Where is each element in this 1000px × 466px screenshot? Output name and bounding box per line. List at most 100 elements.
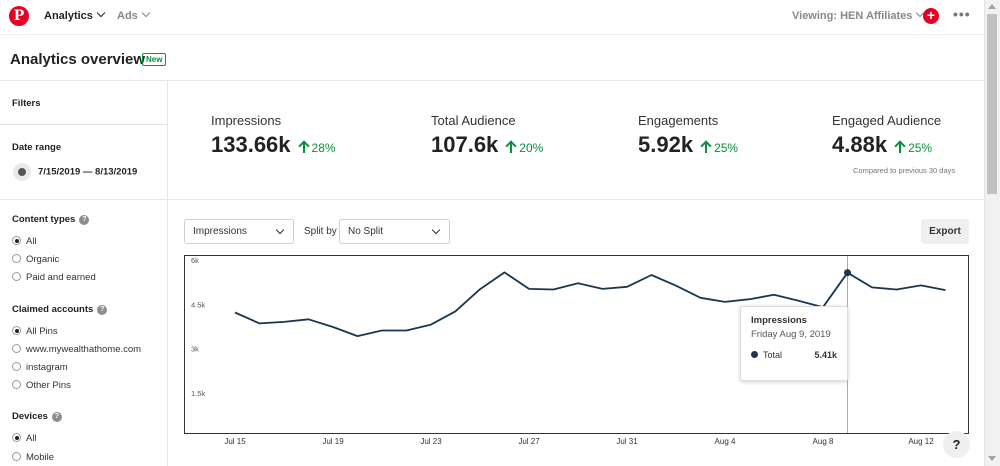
- clock-icon: [13, 163, 31, 181]
- filters-title: Filters: [12, 98, 41, 109]
- nav-analytics-menu[interactable]: Analytics: [44, 8, 106, 22]
- metric-label: Total Audience: [431, 113, 516, 128]
- tooltip-series-label: Total: [763, 350, 783, 360]
- tooltip-title: Impressions: [751, 315, 807, 326]
- metric-engagements: Engagements 5.92k 25%: [638, 113, 738, 158]
- metric-label: Impressions: [211, 113, 282, 128]
- radio-claimed-other[interactable]: Other Pins: [12, 380, 71, 391]
- split-select[interactable]: No Split: [339, 219, 450, 244]
- radio-icon: [12, 344, 21, 353]
- filters-sidebar: Filters Date range 7/15/2019 — 8/13/2019…: [0, 81, 168, 466]
- export-button[interactable]: Export: [921, 219, 969, 244]
- x-tick-label: Aug 8: [813, 437, 834, 446]
- split-by-label: Split by: [304, 226, 337, 237]
- radio-icon: [12, 380, 21, 389]
- x-tick-label: Aug 4: [715, 437, 736, 446]
- arrow-up-icon: [299, 141, 309, 153]
- tooltip-date: Friday Aug 9, 2019: [751, 329, 831, 340]
- metric-impressions: Impressions 133.66k 28%: [211, 113, 336, 158]
- help-icon[interactable]: ?: [51, 412, 62, 422]
- arrow-up-icon: [895, 141, 905, 153]
- help-icon[interactable]: ?: [79, 215, 90, 225]
- pinterest-logo-icon[interactable]: P: [9, 6, 29, 26]
- divider: [0, 199, 168, 200]
- metric-change: 28%: [299, 141, 336, 155]
- radio-claimed-website[interactable]: www.mywealthathome.com: [12, 344, 141, 355]
- y-tick-label: 3k: [191, 345, 199, 354]
- viewing-label: Viewing: HEN Affiliates: [792, 10, 913, 22]
- x-tick-label: Jul 23: [420, 437, 442, 446]
- compare-note: Compared to previous 30 days: [853, 166, 956, 175]
- y-tick-label: 6k: [191, 256, 199, 265]
- nav-ads-label: Ads: [117, 10, 138, 22]
- radio-selected-icon: [12, 326, 21, 335]
- metric-change: 25%: [895, 141, 932, 155]
- divider: [168, 199, 984, 200]
- radio-claimed-all-pins[interactable]: All Pins: [12, 326, 58, 337]
- metric-value: 4.88k: [832, 132, 888, 157]
- create-plus-button[interactable]: +: [923, 8, 939, 24]
- new-badge: New: [142, 53, 167, 66]
- metric-change: 20%: [506, 141, 543, 155]
- radio-selected-icon: [12, 433, 21, 442]
- claimed-accounts-title: Claimed accounts?: [12, 304, 108, 315]
- page-title: Analytics overview: [10, 51, 146, 68]
- scroll-up-arrow-icon[interactable]: [988, 4, 996, 9]
- x-tick-label: Jul 19: [322, 437, 344, 446]
- more-options-icon[interactable]: •••: [953, 6, 971, 22]
- radio-selected-icon: [12, 236, 21, 245]
- devices-title: Devices?: [12, 411, 62, 422]
- tooltip-row: Total 5.41k: [751, 350, 837, 360]
- series-dot-icon: [751, 351, 758, 358]
- metric-value: 5.92k: [638, 132, 694, 157]
- radio-icon: [12, 362, 21, 371]
- x-tick-label: Jul 31: [616, 437, 638, 446]
- help-icon[interactable]: ?: [97, 305, 108, 315]
- metric-value: 133.66k: [211, 132, 291, 157]
- date-range-value: 7/15/2019 — 8/13/2019: [38, 166, 138, 178]
- radio-claimed-instagram[interactable]: instagram: [12, 362, 68, 373]
- x-tick-label: Aug 12: [908, 437, 934, 446]
- metric-label: Engagements: [638, 113, 719, 128]
- series-line-total: [234, 271, 946, 337]
- viewing-account-switcher[interactable]: Viewing: HEN Affiliates: [792, 8, 925, 22]
- radio-icon: [12, 452, 21, 461]
- radio-content-paid[interactable]: Paid and earned: [12, 272, 96, 283]
- help-button[interactable]: ?: [943, 431, 970, 458]
- date-range-picker[interactable]: 7/15/2019 — 8/13/2019: [13, 163, 137, 181]
- split-select-value: No Split: [348, 226, 384, 237]
- y-tick-label: 4.5k: [191, 300, 205, 309]
- tooltip-value: 5.41k: [814, 350, 837, 360]
- metric-select[interactable]: Impressions: [184, 219, 294, 244]
- radio-icon: [12, 272, 21, 281]
- metric-engaged-audience: Engaged Audience 4.88k 25%: [832, 113, 941, 158]
- radio-content-all[interactable]: All: [12, 236, 37, 247]
- nav-ads-menu[interactable]: Ads: [117, 8, 151, 22]
- radio-content-organic[interactable]: Organic: [12, 254, 59, 265]
- content-types-title: Content types?: [12, 214, 90, 225]
- metric-select-value: Impressions: [193, 226, 247, 237]
- x-tick-label: Jul 27: [518, 437, 540, 446]
- page-header: Analytics overview New: [0, 34, 984, 81]
- arrow-up-icon: [701, 141, 711, 153]
- chart-tooltip: Impressions Friday Aug 9, 2019 Total 5.41…: [740, 306, 848, 381]
- date-range-title: Date range: [12, 142, 62, 153]
- y-tick-label: 1.5k: [191, 389, 205, 398]
- x-tick-label: Jul 15: [224, 437, 246, 446]
- scrollbar-thumb[interactable]: [987, 14, 997, 194]
- arrow-up-icon: [506, 141, 516, 153]
- metric-change: 25%: [701, 141, 738, 155]
- metric-label: Engaged Audience: [832, 113, 942, 128]
- radio-devices-all[interactable]: All: [12, 433, 37, 444]
- scroll-down-arrow-icon[interactable]: [988, 456, 996, 461]
- metric-value: 107.6k: [431, 132, 499, 157]
- chart-frame: [184, 255, 969, 434]
- radio-devices-mobile[interactable]: Mobile: [12, 452, 54, 463]
- highlighted-data-point[interactable]: [844, 269, 851, 277]
- top-nav: P Analytics Ads Viewing: HEN Affiliates …: [0, 0, 984, 34]
- nav-analytics-label: Analytics: [44, 10, 93, 22]
- radio-icon: [12, 254, 21, 263]
- metric-total-audience: Total Audience 107.6k 20%: [431, 113, 543, 158]
